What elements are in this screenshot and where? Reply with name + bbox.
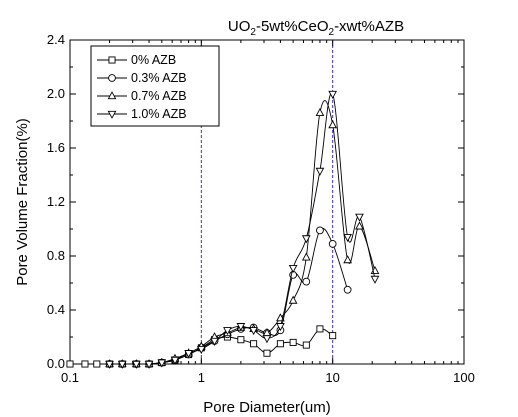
data-point [315,107,325,117]
series-1 [105,226,352,368]
legend-marker-1 [108,74,116,82]
data-point [117,360,127,369]
y-axis-ticks: 0.0 0.4 0.8 1.2 1.6 2.0 2.4 [47,32,464,371]
x-tick-label: 1 [198,370,205,385]
data-point [263,349,271,357]
data-point [329,332,337,340]
x-tick-label: 0.1 [61,370,79,385]
series-line-1 [109,227,349,365]
data-point [184,350,193,359]
data-point [355,221,364,230]
data-point [237,336,245,344]
data-point [343,285,352,294]
reference-lines [200,40,334,364]
y-tick-label: 1.2 [47,194,65,209]
y-tick-label: 0.4 [47,302,65,317]
legend-label-3: 1.0% AZB [131,107,187,121]
data-point [343,255,352,264]
data-point [302,341,310,349]
y-tick-label: 2.4 [47,32,65,47]
data-point [316,226,324,235]
data-point [66,360,74,368]
data-point [276,323,285,332]
data-point [328,90,338,99]
data-point [170,356,180,365]
y-tick-label: 1.6 [47,140,65,155]
y-tick-label: 0.8 [47,248,65,263]
data-point [249,327,258,336]
data-point [328,120,338,129]
x-tick-label: 100 [453,370,475,385]
series-layer [66,90,380,369]
data-point [316,325,324,333]
data-point [196,346,206,355]
legend-marker-0 [108,56,116,64]
data-point [262,335,272,344]
y-tick-label: 2.0 [47,86,65,101]
legend-marker-2 [107,91,117,100]
data-point [276,340,284,348]
data-point [343,233,352,243]
data-point [288,265,298,274]
data-point [301,235,311,244]
data-point [81,360,89,368]
data-point [223,327,232,336]
data-point [250,340,258,348]
data-point [157,359,167,368]
data-point [302,277,311,286]
data-point [131,360,141,369]
data-point [93,360,101,368]
data-point [328,239,337,248]
legend-label-1: 0.3% AZB [131,71,187,85]
chart-title: UO2-5wt%CeO2-xwt%AZB [228,18,404,38]
legend-marker-3 [107,110,117,119]
data-point [370,275,380,284]
data-point [355,213,364,222]
data-point [236,323,246,332]
y-axis-label: Pore Volume Fraction(%) [14,118,31,286]
data-point [210,337,219,346]
x-axis-label: Pore Diameter(um) [203,399,331,416]
data-point [315,167,325,176]
series-3 [105,90,380,369]
series-line-3 [109,92,376,365]
legend-label-2: 0.7% AZB [131,89,187,103]
x-tick-label: 10 [325,370,339,385]
data-point [105,360,114,369]
data-point [288,295,298,304]
data-point [144,360,154,369]
legend: 0% AZB 0.3% AZB 0.7% AZB 1.0% AZB [90,45,220,127]
data-point [289,338,297,346]
y-tick-label: 0.0 [47,356,65,371]
legend-label-0: 0% AZB [131,53,176,67]
data-point [301,252,311,261]
